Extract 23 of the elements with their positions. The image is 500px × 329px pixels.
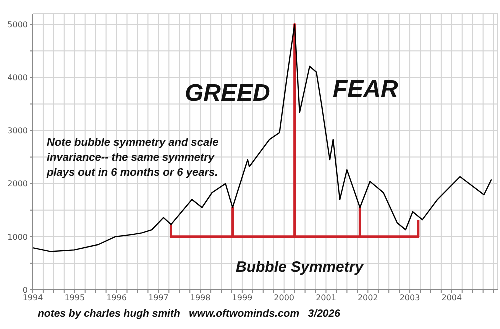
- x-tick-label: 2003: [400, 294, 420, 303]
- x-tick-label: 2004: [442, 294, 462, 303]
- x-tick-label: 2002: [358, 294, 378, 303]
- text: notes by charles hugh smith www.oftwominds.com 3/2026: [38, 308, 340, 320]
- x-tick-label: 2001: [316, 294, 336, 303]
- y-tick-label: 1000: [8, 232, 28, 242]
- y-tick-label: 0: [22, 286, 28, 295]
- x-tick-label: 1998: [190, 294, 211, 303]
- x-tick-label: 1999: [232, 294, 253, 303]
- y-tick-label: 3000: [8, 126, 28, 136]
- annotation: FEAR: [333, 76, 398, 104]
- x-tick-label: 1996: [106, 294, 127, 303]
- annotation: Note bubble symmetry and scale invariance-- the same symmetry plays out in 6 months or 6 years.: [47, 136, 220, 181]
- annotation: Bubble Symmetry: [236, 259, 364, 276]
- x-tick-label: 1995: [64, 294, 86, 303]
- line-series: [33, 24, 492, 252]
- y-tick-label: 4000: [8, 74, 28, 83]
- x-tick-label: 1997: [148, 294, 169, 303]
- x-tick-label: 1994: [22, 294, 44, 303]
- y-tick-label: 5000: [8, 20, 28, 30]
- annotation: GREED: [185, 80, 270, 108]
- y-tick-label: 2000: [8, 180, 28, 189]
- x-tick-label: 2000: [274, 294, 295, 303]
